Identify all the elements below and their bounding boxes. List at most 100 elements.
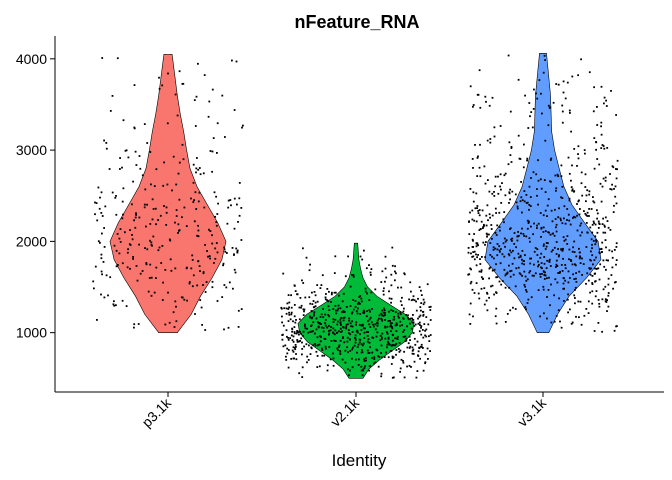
data-point — [204, 244, 206, 246]
x-tick-label: v2.1k — [327, 394, 363, 430]
data-point — [496, 248, 499, 251]
data-point — [339, 327, 342, 330]
data-point — [562, 247, 564, 250]
data-point — [560, 219, 562, 222]
data-point — [539, 212, 542, 214]
data-point — [309, 316, 311, 319]
data-point — [583, 149, 586, 151]
data-point — [131, 234, 133, 236]
data-point — [349, 369, 351, 372]
data-point — [561, 110, 564, 113]
data-point — [411, 349, 414, 352]
data-point — [334, 340, 337, 342]
data-point — [557, 309, 560, 312]
data-point — [602, 231, 605, 234]
data-point — [180, 296, 183, 299]
data-point — [281, 315, 283, 318]
data-point — [502, 242, 505, 245]
data-point — [403, 273, 406, 276]
data-point — [175, 215, 178, 217]
data-point — [302, 247, 304, 250]
data-point — [355, 358, 357, 361]
data-point — [584, 212, 587, 215]
data-point — [363, 311, 366, 313]
data-point — [381, 314, 384, 317]
data-point — [555, 241, 558, 243]
data-point — [607, 259, 609, 262]
data-point — [392, 356, 395, 359]
data-point — [181, 216, 183, 219]
data-point — [230, 204, 232, 207]
data-point — [339, 307, 342, 310]
data-point — [363, 312, 365, 314]
data-point — [502, 218, 505, 221]
data-point — [526, 159, 528, 162]
data-point — [511, 190, 514, 193]
data-point — [530, 177, 532, 179]
data-point — [399, 324, 401, 327]
data-point — [330, 340, 333, 342]
data-point — [615, 325, 617, 328]
data-point — [509, 309, 512, 312]
data-point — [523, 263, 525, 266]
data-point — [615, 246, 618, 248]
data-point — [286, 347, 289, 350]
data-point — [484, 256, 486, 258]
data-point — [561, 185, 564, 188]
data-point — [337, 304, 340, 307]
data-point — [590, 250, 592, 253]
data-point — [356, 351, 358, 354]
data-point — [547, 124, 550, 127]
data-point — [516, 207, 519, 210]
data-point — [600, 133, 603, 136]
data-point — [348, 319, 351, 322]
data-point — [494, 207, 497, 210]
data-point — [289, 318, 292, 321]
data-point — [298, 372, 301, 375]
data-point — [347, 329, 350, 331]
data-point — [614, 281, 616, 284]
data-point — [364, 327, 366, 330]
data-point — [528, 271, 531, 274]
data-point — [557, 83, 560, 86]
data-point — [489, 138, 492, 140]
data-point — [151, 218, 154, 221]
data-point — [376, 322, 378, 324]
data-point — [394, 279, 396, 282]
data-point — [316, 336, 319, 339]
data-point — [158, 87, 161, 90]
data-point — [301, 353, 303, 356]
data-point — [194, 191, 197, 194]
data-point — [368, 318, 371, 321]
data-point — [585, 282, 587, 285]
data-point — [362, 342, 365, 345]
data-point — [332, 357, 335, 360]
data-point — [144, 247, 146, 249]
data-point — [195, 167, 198, 170]
data-point — [585, 214, 588, 216]
data-point — [194, 125, 197, 127]
data-point — [547, 231, 550, 234]
data-point — [527, 298, 530, 301]
data-point — [286, 352, 289, 355]
data-point — [563, 300, 565, 302]
data-point — [527, 222, 530, 224]
data-point — [542, 288, 545, 291]
data-point — [384, 325, 386, 328]
data-point — [352, 276, 355, 278]
data-point — [544, 230, 547, 233]
data-point — [233, 254, 235, 256]
data-point — [420, 325, 423, 327]
data-point — [342, 337, 344, 339]
data-point — [479, 175, 482, 178]
data-point — [290, 313, 293, 316]
data-point — [533, 88, 535, 91]
data-point — [561, 222, 564, 225]
data-point — [369, 365, 372, 367]
data-point — [302, 308, 305, 311]
data-point — [586, 211, 589, 214]
data-point — [521, 211, 523, 214]
data-point — [390, 330, 392, 333]
data-point — [359, 333, 361, 336]
